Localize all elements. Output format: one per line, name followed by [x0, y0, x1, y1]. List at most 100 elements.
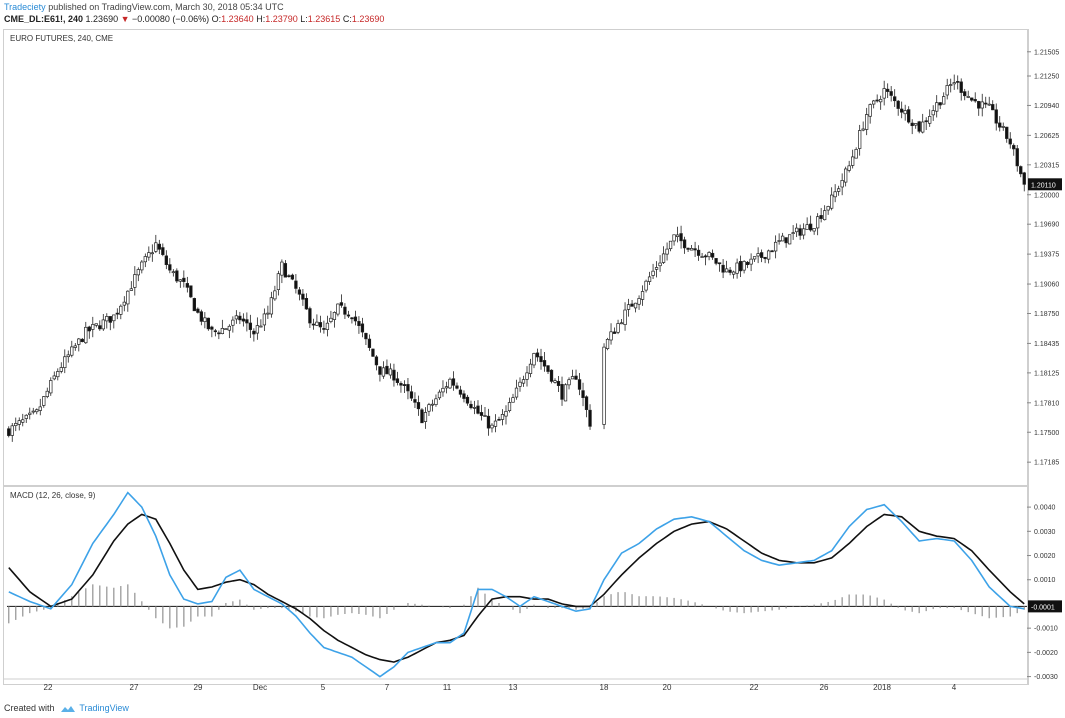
candle [458, 385, 463, 398]
candle [844, 166, 848, 187]
candle [1015, 144, 1019, 172]
candle [332, 311, 337, 328]
candle-body-down [465, 396, 470, 404]
candle-body-up [766, 250, 771, 260]
candle-body-up [59, 367, 63, 372]
candle [563, 383, 568, 402]
candle [287, 274, 291, 278]
candle [570, 369, 575, 380]
candle-body-down [399, 383, 403, 386]
candle [500, 409, 505, 426]
candle [56, 368, 60, 381]
candle-body-up [623, 309, 627, 325]
candle-body-up [472, 407, 477, 409]
candle-body-up [619, 322, 624, 325]
candle-body-up [661, 253, 666, 263]
candle [493, 414, 498, 433]
price-pane[interactable]: EURO FUTURES, 240, CME 1.21505 1.21250 1.2… [3, 29, 1062, 486]
candle [882, 80, 886, 106]
candle [497, 416, 501, 421]
macd-chart-svg[interactable]: 0.0040 0.0030 0.0020 0.0010 -0.0010 -0.0020 -0… [4, 487, 1064, 701]
candle [213, 328, 218, 337]
candle-body-down [977, 101, 981, 109]
candle-body-up [928, 116, 932, 124]
price-tick-label: 1.20000 [1034, 192, 1059, 199]
candle-body-down [693, 248, 697, 251]
macd-line [8, 491, 1025, 678]
down-arrow-icon: ▼ [120, 14, 130, 24]
candle-body-up [336, 303, 340, 315]
candle-body-up [651, 270, 655, 276]
candle-body-up [325, 322, 330, 330]
candle [199, 309, 203, 326]
candle-body-up [45, 390, 49, 397]
candle [728, 267, 732, 276]
high-label: H: [256, 14, 266, 24]
candle-body-up [952, 82, 956, 85]
candle-body-down [584, 396, 589, 410]
candle-body-up [52, 375, 56, 380]
candle [924, 117, 928, 130]
candle-body-down [896, 100, 900, 109]
author-link[interactable]: Tradeciety [4, 2, 46, 12]
candle-body-down [217, 332, 221, 335]
candle [584, 395, 589, 418]
candle-body-up [143, 256, 147, 263]
candle-body-up [756, 253, 760, 257]
date-tick-label: 2018 [873, 683, 891, 692]
candle [710, 249, 715, 260]
candle [339, 294, 344, 308]
candle-body-down [679, 233, 683, 242]
price-tick-label: 1.17500 [1034, 430, 1059, 437]
candle-body-up [567, 379, 571, 386]
candle [224, 328, 228, 331]
candle-body-down [108, 316, 112, 323]
macd-pane-title: MACD (12, 26, close, 9) [10, 491, 96, 500]
candle [714, 258, 718, 266]
candle [858, 124, 862, 156]
tradingview-brand-link[interactable]: TradingView [79, 703, 129, 713]
candle [1008, 132, 1012, 149]
candle-body-up [122, 301, 126, 306]
candle [311, 318, 316, 330]
candle [984, 96, 988, 109]
candle-body-down [1015, 148, 1019, 167]
macd-pane[interactable]: MACD (12, 26, close, 9) 0.0040 0.0030 0.00… [3, 486, 1062, 692]
candle-body-down [710, 252, 715, 258]
candle [241, 313, 246, 327]
candle [791, 225, 795, 240]
candle-body-up [914, 123, 918, 126]
candle [991, 100, 995, 111]
candle-body-up [801, 228, 806, 236]
date-tick-label: 22 [44, 683, 53, 692]
candle-body-up [21, 419, 25, 423]
candle-body-down [556, 381, 561, 386]
candle [602, 343, 606, 430]
candle-body-up [276, 273, 281, 290]
candle-body-down [409, 391, 414, 399]
candle-body-down [686, 247, 690, 250]
candle-body-up [73, 345, 77, 348]
candle [283, 260, 288, 278]
candle-body-down [451, 378, 456, 386]
candle [238, 311, 242, 325]
candle-body-up [483, 415, 487, 417]
low-value: 1.23615 [307, 14, 341, 24]
candle [94, 323, 98, 328]
candle-body-down [199, 311, 203, 322]
candle-body-up [269, 297, 274, 315]
candle [175, 268, 179, 283]
candle-body-up [63, 356, 67, 369]
candle-body-down [161, 247, 165, 255]
candle [150, 244, 154, 262]
candle-body-down [371, 348, 375, 357]
candle [35, 408, 39, 415]
candle-body-down [819, 215, 823, 219]
candle-body-down [728, 269, 732, 273]
candle [998, 116, 1002, 132]
candle [738, 255, 743, 278]
candle-body-down [542, 360, 547, 367]
price-chart-svg[interactable]: 1.21505 1.21250 1.20940 1.20625 1.20315 1.200… [4, 30, 1064, 485]
candle [805, 217, 809, 230]
candle-body-down [157, 243, 161, 250]
